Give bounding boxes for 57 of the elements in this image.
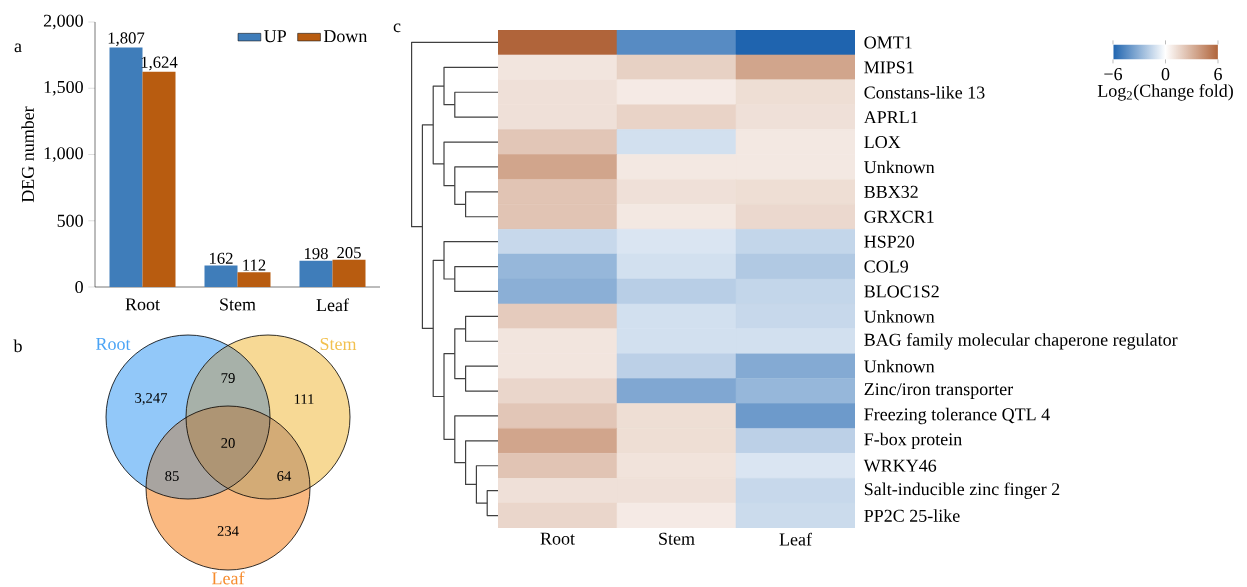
text: 79 [221,373,235,383]
y-tick-label: Zinc/iron transporter [864,383,1014,399]
y-tick-label: BLOC1S2 [864,285,939,298]
color-bar-label: −6 [1104,68,1123,81]
y-tick-label: HSP20 [864,235,915,248]
y-tick-label: OMT1 [864,36,912,49]
y-tick-label: LOX [864,136,901,149]
y-tick-label: Salt-inducible zinc finger 2 [864,482,1060,499]
data-label: 1,624 [141,56,178,71]
x-tick-label: Stem [659,532,695,545]
color-bar-label: 6 [1214,68,1222,81]
y-tick-label: Freezing tolerance QTL 4 [864,407,1050,425]
y-tick-label: BBX32 [864,185,918,198]
y-tick-label: WRKY46 [863,459,937,472]
y-tick-label: Unknown [864,359,935,373]
text: a [14,43,22,53]
text: b [13,339,22,353]
y-axis-title: DEG number [21,106,34,203]
x-tick-label: Stem [220,298,256,311]
y-tick-label: COL9 [864,260,908,273]
y-tick-label: GRXCR1 [864,210,934,223]
x-tick-label: Root [125,298,160,311]
y-tick-label: BAG family molecular chaperone regulator [864,332,1178,350]
legend-label: UP [264,30,287,43]
text: 3,247 [135,393,168,405]
data-label: 1,807 [108,32,145,46]
text: c [393,23,401,33]
data-label: 162 [209,252,233,264]
y-tick-label: F-box protein [864,432,962,450]
y-tick-label: Unknown [864,160,935,174]
y-tick-label: Constans-like 13 [864,85,985,99]
x-tick-label: Root [540,532,575,545]
y-tick-label: 1,500 [44,80,83,96]
category-label: Stem [320,337,357,351]
category-label: Leaf [212,571,245,585]
y-tick-label: MIPS1 [864,61,914,74]
y-tick-label: 500 [57,214,83,227]
text: 64 [277,471,292,481]
text: 111 [294,394,314,404]
x-tick-label: Leaf [316,298,349,312]
y-tick-label: APRL1 [863,111,918,124]
y-tick-label: 1,000 [44,147,83,162]
data-label: 205 [337,247,361,259]
text: 20 [221,438,235,448]
data-label: 198 [304,247,328,260]
color-bar-label: 0 [1161,68,1170,81]
text: 234 [217,526,239,536]
color-bar-title: Log$_{2}$(Change fold) [1097,84,1233,101]
legend-label: Down [323,30,368,43]
y-tick-label: 0 [75,280,83,294]
y-tick-label: Unknown [864,310,935,323]
text: 85 [165,471,179,481]
category-label: Root [96,338,131,350]
x-tick-label: Leaf [779,532,812,546]
y-tick-label: PP2C 25-like [864,509,960,522]
y-tick-label: 2,000 [43,14,83,30]
data-label: 112 [243,259,266,271]
